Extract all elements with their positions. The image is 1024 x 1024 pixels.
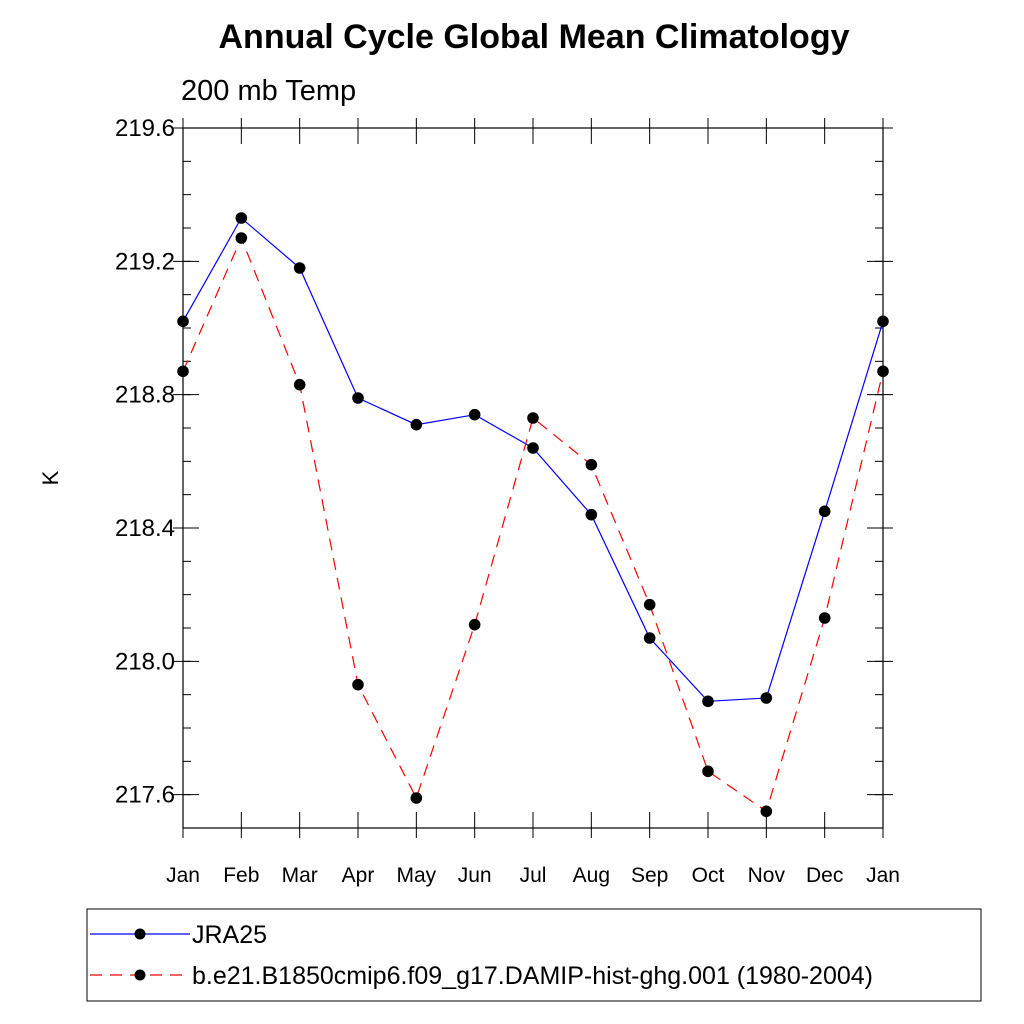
series-0-point <box>235 212 248 224</box>
legend: JRA25 b.e21.B1850cmip6.f09_g17.DAMIP-his… <box>86 908 982 1002</box>
series-1-point <box>643 598 656 611</box>
series-layer <box>177 212 889 818</box>
legend-marker-jra25 <box>134 928 146 940</box>
x-tick-label: Apr <box>342 864 375 887</box>
x-tick-label: Jan <box>166 864 200 887</box>
series-1-point <box>352 678 364 691</box>
series-0-point <box>702 695 714 708</box>
chart-title: Annual Cycle Global Mean Climatology <box>219 18 850 56</box>
y-tick-label: 218.8 <box>115 382 175 409</box>
y-tick-label: 218.4 <box>115 515 175 542</box>
series-1-point <box>585 458 598 471</box>
legend-box <box>86 908 982 1002</box>
series-1-point <box>177 365 189 378</box>
x-tick-label: Jul <box>520 864 547 887</box>
series-1-point <box>410 792 423 804</box>
series-0-point <box>410 418 423 431</box>
series-0-point <box>760 692 773 704</box>
x-tick-label: Dec <box>806 864 843 887</box>
y-tick-label: 219.6 <box>115 115 175 142</box>
series-1-point <box>293 378 306 391</box>
axis-ticks <box>173 118 893 838</box>
y-axis-label: K <box>38 470 63 485</box>
series-0-point <box>877 315 889 328</box>
x-tick-label: May <box>396 864 436 887</box>
legend-marker-model <box>134 969 146 981</box>
legend-label-model: b.e21.B1850cmip6.f09_g17.DAMIP-hist-ghg.… <box>192 962 873 990</box>
x-tick-label: Feb <box>223 864 259 887</box>
plot-frame <box>182 127 884 829</box>
series-0-point <box>527 442 539 454</box>
y-tick-label: 219.2 <box>115 248 175 275</box>
x-tick-labels: Jan Feb Mar Apr May Jun Jul Aug Sep Oct Nov Dec Jan <box>166 864 900 887</box>
x-tick-label: Aug <box>573 864 610 887</box>
series-1-point <box>235 232 248 244</box>
series-line-0 <box>182 217 884 702</box>
series-0-point <box>818 505 831 518</box>
series-0-point <box>177 315 189 328</box>
legend-label-jra25: JRA25 <box>192 921 267 949</box>
x-tick-label: Nov <box>748 864 786 887</box>
y-tick-label: 217.6 <box>115 782 175 809</box>
series-1-point <box>468 618 481 631</box>
chart-subtitle: 200 mb Temp <box>181 75 356 107</box>
series-0-point <box>468 408 481 421</box>
series-1-point <box>818 612 831 624</box>
series-0-point <box>293 262 306 274</box>
series-line-1 <box>182 236 884 813</box>
series-1-point <box>527 412 539 424</box>
series-0-point <box>643 632 656 644</box>
series-1-point <box>760 805 773 818</box>
x-tick-label: Jun <box>458 864 492 887</box>
y-tick-label: 218.0 <box>115 648 175 675</box>
series-1-point <box>877 365 889 378</box>
x-tick-label: Mar <box>282 864 318 887</box>
series-0-point <box>585 508 598 521</box>
y-tick-labels: 217.6 218.0 218.4 218.8 219.2 219.6 <box>115 115 175 809</box>
series-0-point <box>352 392 364 404</box>
x-tick-label: Oct <box>692 864 725 887</box>
x-tick-label: Sep <box>631 864 668 887</box>
x-tick-label: Jan <box>866 864 900 887</box>
series-1-point <box>702 765 714 778</box>
